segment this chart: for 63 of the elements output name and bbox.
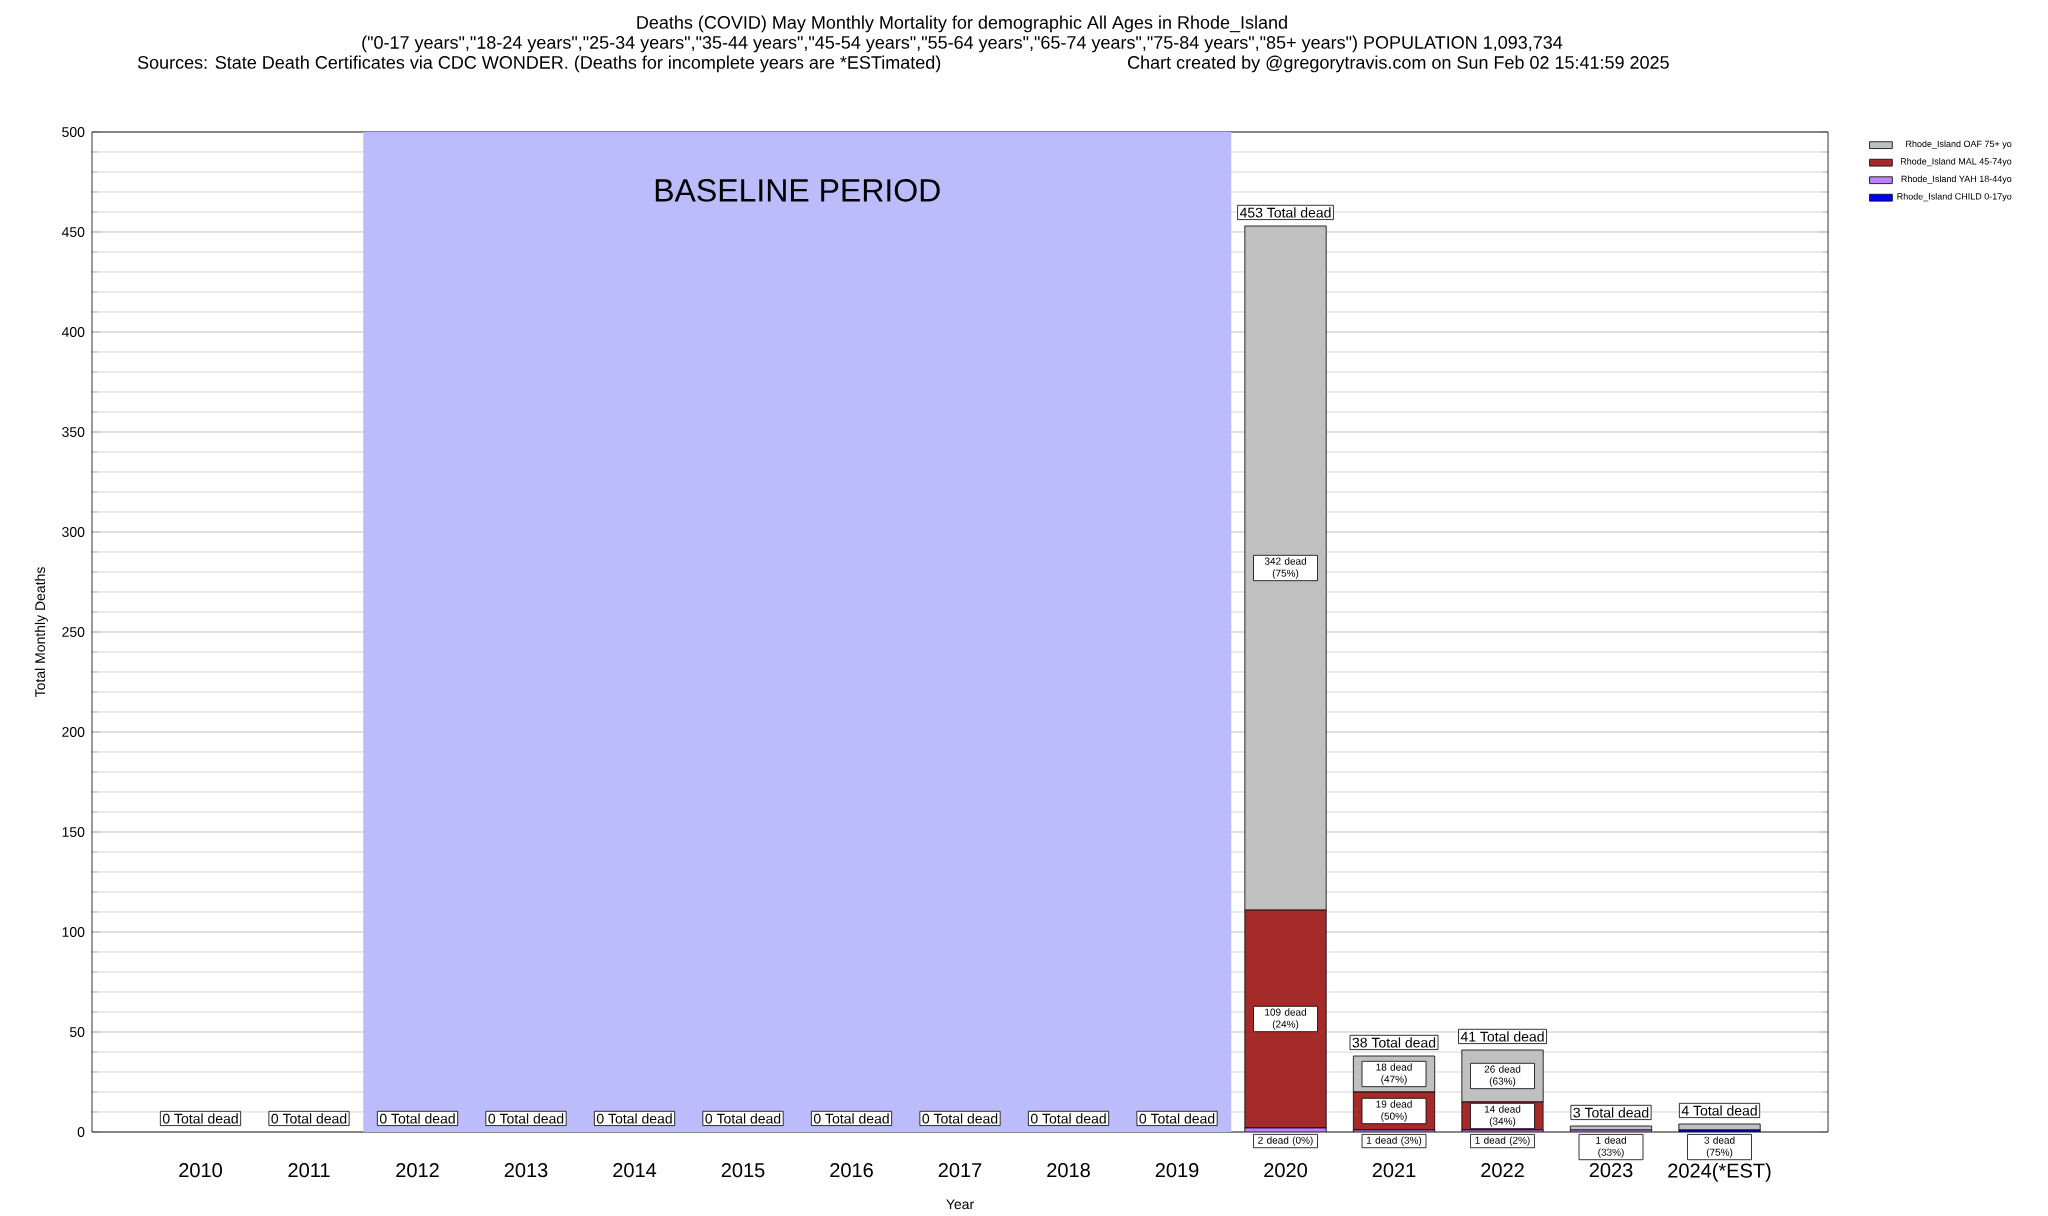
chart-title: Deaths (COVID) May Monthly Mortality for demographic All Ages in Rhode_Island [637,15,1287,33]
total-label: 0 Total dead [922,1113,998,1124]
data-label: 1 dead (2%) [1475,1136,1530,1146]
x-tick-label: 2022 [1481,1163,1524,1178]
total-label: 0 Total dead [162,1113,238,1124]
source-note: Sources: State Death Certificates via CDC WONDER. (Deaths for incomplete years are *ESTimated) [137,55,941,73]
x-tick-label: 2019 [1155,1163,1199,1178]
band-label: BASELINE PERIOD [655,179,940,202]
total-label: 453 Total dead [1239,207,1331,218]
data-label: 14 dead (34%) [1484,1105,1521,1127]
total-label: 41 Total dead [1460,1031,1544,1042]
chart-subtitle: ("0-17 years","18-24 years","25-34 years","35-44 years","45-54 years","55-64 years","65-74 years","75-84 years","85+ years") POPULATION 1,093,734 [362,35,1563,53]
y-tick-label: 500 [62,127,85,137]
x-axis-title: Year [946,1199,974,1210]
x-tick-label: 2017 [938,1163,982,1178]
y-tick-label: 250 [62,627,85,637]
data-label: 26 dead (63%) [1484,1065,1521,1087]
total-label: 4 Total dead [1681,1105,1757,1116]
x-tick-label: 2020 [1264,1163,1307,1178]
x-tick-label: 2023 [1589,1163,1633,1178]
x-tick-label: 2012 [396,1163,439,1178]
y-tick-label: 100 [62,927,85,937]
total-label: 0 Total dead [1139,1113,1215,1124]
y-tick-label: 350 [62,427,85,437]
x-tick-label: 2013 [504,1163,548,1178]
y-axis-title: Total Monthly Deaths [34,567,48,698]
x-tick-label: 2015 [721,1163,765,1178]
total-label: 3 Total dead [1573,1107,1649,1118]
x-tick-label: 2010 [179,1163,222,1178]
x-tick-label: 2016 [830,1163,873,1178]
data-label: 3 dead (75%) [1704,1136,1735,1158]
data-label: 1 dead (3%) [1366,1136,1422,1146]
y-tick-label: 200 [62,727,85,737]
text: Chart created by @gregorytravis.com on Sun Feb 02 15:41:59 2025 [1127,55,1669,73]
data-label: 19 dead (50%) [1376,1100,1412,1122]
total-label: 0 Total dead [813,1113,889,1124]
y-tick-label: 300 [62,527,85,537]
y-tick-label: 400 [61,327,85,337]
total-label: 0 Total dead [1030,1113,1106,1124]
total-label: 0 Total dead [596,1113,672,1124]
y-tick-label: 150 [62,827,85,837]
total-label: 38 Total dead [1352,1037,1436,1048]
x-tick-label: 2018 [1047,1163,1090,1178]
x-tick-label: 2014 [613,1163,657,1178]
y-tick-label: 450 [61,227,85,237]
x-tick-label: 2011 [288,1163,330,1178]
total-label: 0 Total dead [379,1113,455,1124]
legend-label: Rhode_Island YAH 18-44yo [1901,175,2012,184]
data-label: 342 dead (75%) [1264,557,1306,579]
legend-label: Rhode_Island MAL 45-74yo [1900,157,2012,167]
x-tick-label: 2021 [1372,1163,1416,1178]
total-label: 0 Total dead [488,1113,564,1124]
legend-label: Rhode_Island OAF 75+ yo [1906,140,2012,149]
x-tick-label: 2024(*EST) [1668,1163,1771,1182]
data-label: 1 dead (33%) [1596,1136,1626,1158]
total-label: 0 Total dead [271,1113,347,1124]
data-label: 18 dead (47%) [1376,1063,1412,1085]
y-tick-label: 0 [77,1127,85,1137]
data-label: 109 dead (24%) [1265,1008,1306,1030]
total-label: 0 Total dead [705,1113,781,1124]
y-tick-label: 50 [69,1027,85,1037]
legend-label: Rhode_Island CHILD 0-17yo [1897,193,2012,202]
data-label: 2 dead (0%) [1258,1136,1313,1146]
